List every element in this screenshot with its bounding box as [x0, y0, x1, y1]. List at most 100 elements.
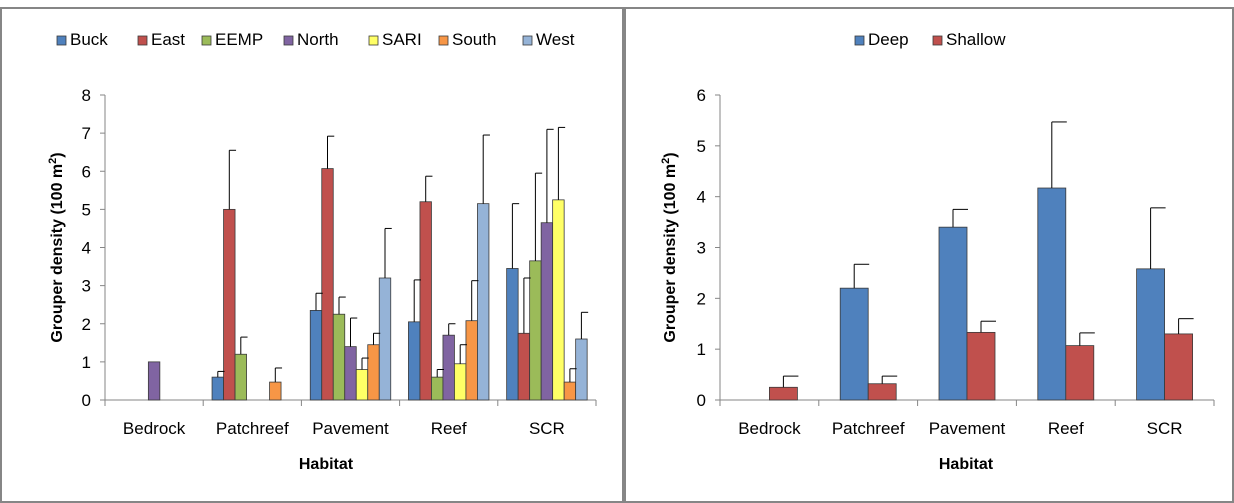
bar-deep: [1136, 268, 1165, 401]
bar-west: [378, 277, 392, 401]
bar-eemp: [234, 353, 247, 401]
left-panel-border: [0, 7, 624, 503]
bar-north: [442, 334, 455, 401]
y-tick-label: 5: [82, 200, 91, 219]
bar-buck: [309, 310, 323, 401]
left-chart: Buck East EEMP North SARI South West 0 1 2 3 4 5 6 7 8…: [47, 30, 597, 473]
right-chart: Deep Shallow 0 1 2 3 4 5 6 Bedrock Patchreef Pavem…: [660, 30, 1215, 473]
bar-west: [477, 203, 490, 401]
bar-north: [147, 361, 161, 401]
legend-swatch-north: [283, 35, 294, 46]
x-tick-label: Pavement: [312, 419, 389, 438]
legend-label: Buck: [70, 30, 108, 49]
x-tick-label: Bedrock: [738, 419, 801, 438]
bar-deep: [938, 226, 968, 401]
bar-shallow: [1164, 333, 1193, 401]
y-axis-title-sup: 2: [47, 158, 59, 164]
legend-swatch-west: [522, 35, 533, 46]
bar-buck: [408, 321, 421, 401]
bar-south: [367, 344, 380, 401]
bar-deep: [1037, 187, 1067, 401]
x-axis-title: Habitat: [299, 456, 354, 473]
y-tick-label: 2: [697, 289, 706, 308]
x-tick-label: Bedrock: [123, 419, 186, 438]
bar-eemp: [431, 376, 444, 401]
y-tick-label: 0: [697, 391, 706, 410]
x-tick-label: SCR: [529, 419, 565, 438]
legend-label: SARI: [382, 30, 422, 49]
x-tick-label: Reef: [431, 419, 467, 438]
axis-labels: 0 1 2 3 4 5 6 Bedrock Patchreef Pavement Reef SCR Ha…: [660, 86, 1183, 473]
y-axis-title-close: ): [49, 152, 66, 157]
y-tick-label: 5: [697, 137, 706, 156]
bar-sari: [355, 369, 369, 401]
right-panel-border: [624, 7, 1234, 503]
y-tick-label: 4: [82, 239, 91, 258]
bars: [147, 168, 588, 401]
y-axis-title: Grouper density (100 m2): [47, 152, 66, 342]
legend-swatch-deep: [854, 35, 865, 46]
y-axis-title-text: Grouper density (100 m: [49, 164, 66, 343]
legend: Buck East EEMP North SARI South West: [56, 30, 575, 49]
bar-shallow: [966, 331, 996, 401]
bar-south: [269, 381, 282, 401]
x-axis-title: Habitat: [939, 456, 994, 473]
bars: [769, 187, 1193, 401]
bar-shallow: [769, 386, 798, 401]
bar-buck: [506, 268, 519, 401]
legend: Deep Shallow: [854, 30, 1006, 49]
bar-east: [419, 201, 432, 401]
legend-label: Deep: [868, 30, 909, 49]
bar-shallow: [1065, 345, 1095, 401]
legend-swatch-eemp: [201, 35, 212, 46]
y-tick-label: 6: [697, 86, 706, 105]
bar-sari: [454, 363, 467, 401]
bar-deep: [839, 287, 869, 401]
y-tick-label: 4: [697, 188, 706, 207]
bar-east: [517, 332, 531, 401]
legend-label: North: [297, 30, 339, 49]
legend-label: East: [151, 30, 185, 49]
legend-swatch-shallow: [932, 35, 943, 46]
y-axis-title-close: ): [662, 152, 679, 157]
bar-eemp: [529, 260, 542, 401]
error-bars: [782, 121, 1194, 388]
bar-shallow: [867, 383, 897, 401]
y-axis-title: Grouper density (100 m2): [660, 152, 679, 342]
x-tick-label: Reef: [1048, 419, 1084, 438]
bar-east: [321, 168, 334, 401]
error-bars: [217, 126, 589, 383]
bar-eemp: [332, 313, 346, 401]
y-tick-label: 1: [697, 340, 706, 359]
bar-north: [540, 222, 554, 401]
legend-label: EEMP: [215, 30, 263, 49]
x-tick-label: SCR: [1147, 419, 1183, 438]
bar-north: [344, 346, 357, 401]
y-tick-label: 6: [82, 162, 91, 181]
y-tick-label: 2: [82, 315, 91, 334]
bar-west: [575, 338, 588, 401]
y-tick-label: 1: [82, 353, 91, 372]
x-tick-label: Patchreef: [832, 419, 905, 438]
axis-labels: 0 1 2 3 4 5 6 7 8 Bedrock Patchreef Pavement Reef SCR…: [47, 86, 565, 473]
y-axis-title-text: Grouper density (100 m: [662, 164, 679, 343]
y-tick-label: 3: [82, 277, 91, 296]
y-axis-title-sup: 2: [660, 158, 672, 164]
x-tick-label: Patchreef: [216, 419, 289, 438]
legend-swatch-sari: [368, 35, 379, 46]
legend-label: South: [452, 30, 496, 49]
bar-south: [465, 320, 478, 401]
y-tick-label: 0: [82, 391, 91, 410]
bar-buck: [211, 376, 224, 401]
legend-swatch-buck: [56, 35, 67, 46]
y-tick-label: 7: [82, 124, 91, 143]
x-tick-label: Pavement: [929, 419, 1006, 438]
legend-swatch-east: [137, 35, 148, 46]
bar-sari: [552, 199, 565, 401]
legend-swatch-south: [438, 35, 449, 46]
y-tick-label: 3: [697, 239, 706, 258]
y-tick-label: 8: [82, 86, 91, 105]
